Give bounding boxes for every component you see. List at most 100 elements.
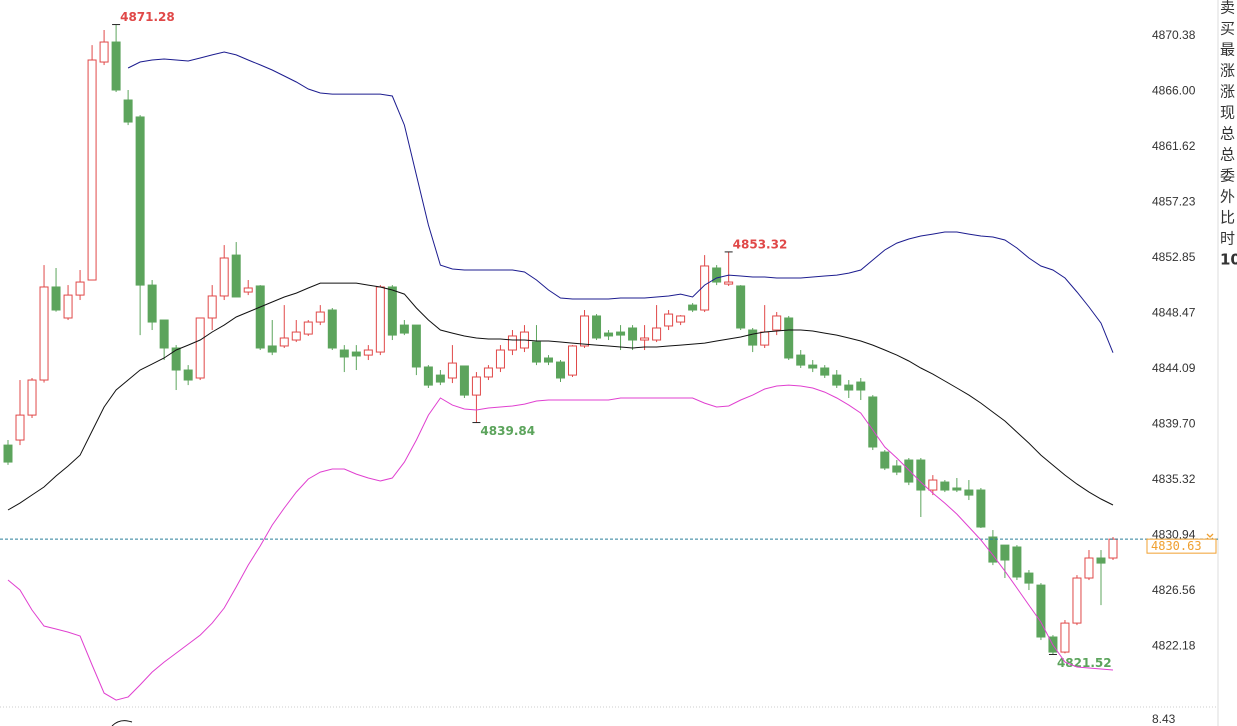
candle-body: [1060, 622, 1070, 653]
candle-body: [808, 364, 818, 369]
candle-body: [1084, 557, 1094, 579]
candle-body: [123, 99, 133, 123]
candle-body: [39, 286, 49, 381]
side-label: 总: [1220, 125, 1235, 143]
candle-body: [15, 414, 25, 441]
candle-body: [1036, 584, 1046, 638]
candle-body: [75, 281, 85, 296]
candle-body: [664, 313, 674, 327]
candle-body: [159, 319, 169, 349]
y-tick-label: 4822.18: [1152, 638, 1196, 652]
candle-body: [688, 304, 698, 311]
candle-body: [892, 465, 902, 473]
candle-body: [183, 369, 193, 381]
candle-body: [736, 285, 746, 329]
side-label: 比: [1220, 209, 1235, 227]
y-tick-label: 4870.38: [1152, 28, 1196, 42]
candle-body: [267, 345, 277, 353]
candle-body: [147, 284, 157, 323]
low-label: 4839.84: [480, 424, 535, 438]
candle-body: [111, 41, 121, 91]
candle-body: [87, 59, 97, 281]
candle-body: [3, 444, 13, 463]
candle-body: [652, 327, 662, 341]
high-label: 4871.28: [120, 10, 175, 24]
candle-body: [171, 347, 181, 371]
candle-body: [940, 481, 950, 491]
candle-body: [51, 286, 61, 311]
candle-body: [628, 327, 638, 341]
y-tick-label: 4835.32: [1152, 472, 1196, 486]
candle-body: [568, 345, 578, 376]
last-price-box: [1146, 538, 1217, 554]
candle-body: [820, 367, 830, 376]
candle-body: [880, 451, 890, 469]
candle-body: [135, 116, 145, 286]
candle-body: [531, 341, 541, 363]
band-line: [7, 384, 1114, 701]
side-label: 买: [1220, 20, 1235, 38]
candle-body: [952, 487, 962, 491]
low-label: 4821.52: [1057, 656, 1112, 670]
y-tick-label: 4848.47: [1152, 305, 1196, 319]
candle-body: [507, 335, 517, 351]
candle-body: [1096, 557, 1106, 564]
candle-body: [63, 294, 73, 319]
candle-body: [495, 349, 505, 369]
candle-body: [784, 317, 794, 359]
candle-body: [748, 329, 758, 346]
candle-body: [1108, 538, 1118, 559]
candle-body: [760, 331, 770, 346]
candle-body: [291, 331, 301, 341]
y-tick-label: 4830.94: [1152, 527, 1196, 541]
candle-body: [700, 265, 710, 311]
y-tick-label: 4861.62: [1152, 139, 1196, 153]
candle-body: [616, 331, 626, 336]
candle-body: [964, 489, 974, 496]
y-tick-label: 4857.23: [1152, 195, 1196, 209]
candle-body: [195, 317, 205, 379]
last-price-label: 4830.63: [1151, 539, 1202, 553]
candle-body: [375, 286, 385, 353]
candle-body: [640, 337, 650, 341]
side-label: 涨: [1220, 62, 1235, 80]
candle-body: [543, 357, 553, 363]
candle-body: [976, 489, 986, 528]
candle-body: [447, 362, 457, 379]
candle-body: [1012, 546, 1022, 578]
candle-body: [207, 295, 217, 319]
candle-body: [832, 374, 842, 386]
candle-body: [868, 396, 878, 448]
y-tick-label: 4839.70: [1152, 417, 1196, 431]
candle-body: [219, 257, 229, 297]
candle-body: [592, 315, 602, 339]
candle-body: [351, 351, 361, 357]
candle-body: [724, 281, 734, 285]
y-tick-label: 4844.09: [1152, 361, 1196, 375]
y-tick-label: 4852.85: [1152, 250, 1196, 264]
candle-body: [99, 41, 109, 63]
candle-body: [556, 361, 565, 379]
candle-body: [387, 286, 397, 336]
candle-body: [363, 349, 373, 356]
candle-body: [411, 324, 421, 368]
candle-body: [1072, 577, 1082, 624]
y-tick-label: 4866.00: [1152, 84, 1196, 98]
sub-panel-curve: [111, 720, 133, 726]
candle-body: [916, 459, 926, 491]
candle-body: [796, 354, 806, 366]
side-label: 总: [1220, 146, 1235, 164]
side-label: 外: [1220, 188, 1235, 206]
candle-body: [604, 332, 614, 337]
candle-body: [423, 366, 433, 386]
candle-body: [231, 254, 241, 298]
side-label: 涨: [1220, 83, 1235, 101]
candle-body: [339, 349, 349, 358]
candle-body: [904, 459, 914, 483]
candle-body: [676, 315, 686, 323]
side-label: 卖: [1220, 0, 1235, 17]
side-label: 时: [1220, 230, 1235, 248]
sub-panel-tick-label: 8.43: [1152, 712, 1176, 726]
candle-body: [315, 311, 325, 323]
